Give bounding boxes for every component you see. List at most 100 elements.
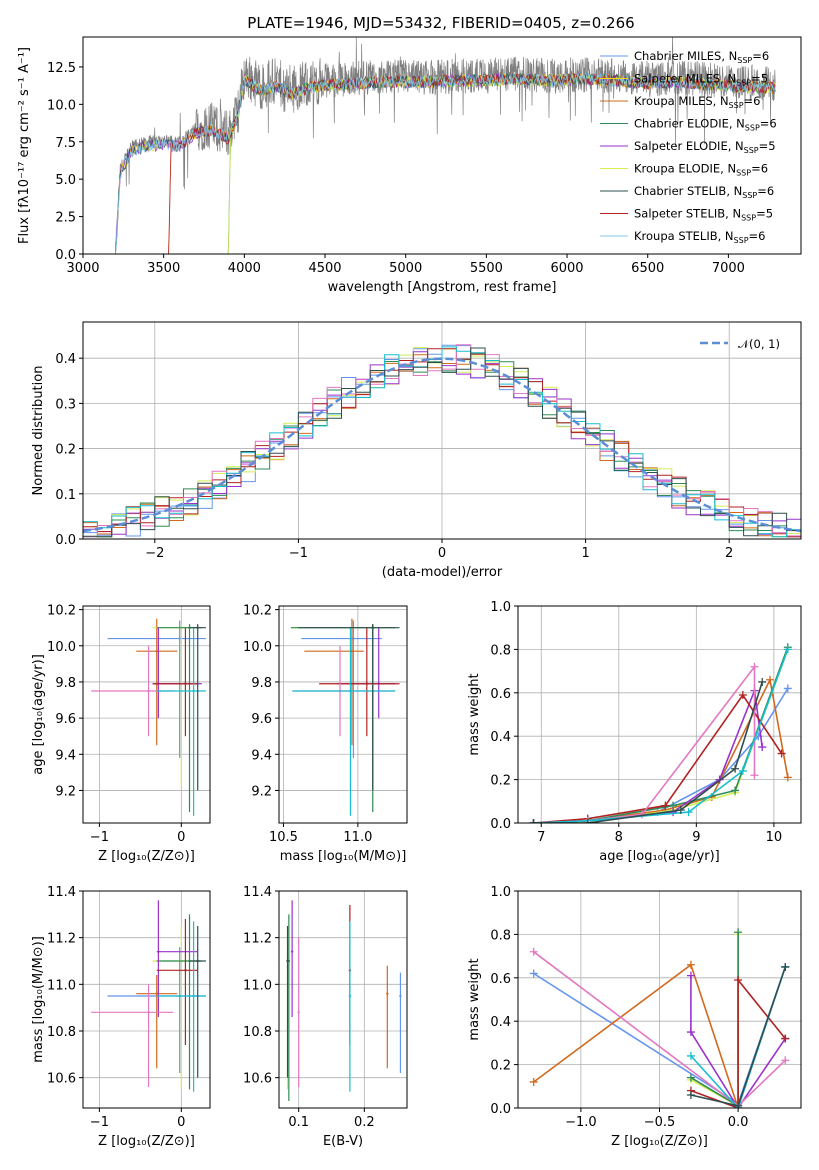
legend-count: =5: [751, 72, 768, 86]
y-tick-label: 11.0: [47, 978, 76, 993]
x-tick-label: 6000: [550, 261, 583, 276]
legend-label: Chabrier STELIB, N: [634, 184, 742, 198]
data-point: [155, 992, 158, 995]
y-tick-label: 7.5: [55, 136, 76, 151]
legend-label: Chabrier ELODIE, N: [634, 117, 745, 131]
age-vs-Z-plot-area: [91, 618, 206, 816]
plus-marker: [758, 677, 767, 686]
plus-marker: [734, 928, 743, 937]
y-tick-label: 0.8: [490, 643, 511, 658]
plus-marker: [734, 975, 743, 984]
plus-marker: [731, 786, 740, 795]
figure-title: PLATE=1946, MJD=53432, FIBERID=0405, z=0…: [247, 14, 634, 32]
legend-label: Salpeter STELIB, N: [634, 207, 741, 221]
mass-vs-ebv-frame: [278, 890, 408, 1109]
y-tick-label: 0.4: [55, 352, 76, 367]
data-point: [192, 994, 195, 998]
y-tick-label: 11.2: [47, 932, 76, 947]
x-tick-label: 7: [537, 830, 545, 845]
legend-subscript: SSP: [745, 124, 760, 133]
x-tick-label: −1: [90, 830, 109, 845]
x-tick-label: 0: [177, 1115, 185, 1130]
plus-marker: [734, 1101, 743, 1108]
y-tick-label: 0.3: [55, 397, 76, 412]
age-vs-mass-axes: 10.5 11.0 9.2 9.4 9.6 9.8 10.0 10.2 mass [log₁₀(…: [243, 604, 408, 864]
mass-vs-ebv-plot-area: [286, 900, 402, 1101]
x-tick-label: −1: [289, 546, 308, 561]
data-point: [155, 650, 158, 653]
legend-label: Kroupa STELIB, N: [634, 229, 734, 243]
x-tick-label: 4000: [228, 261, 261, 276]
legend-count: =6: [752, 49, 769, 63]
x-tick-label: 5500: [470, 261, 503, 276]
x-axis-label: age [log₁₀(age/yr)]: [599, 849, 720, 864]
y-tick-label: 0.8: [490, 928, 511, 943]
weight-line: [533, 681, 763, 823]
legend-entry: Kroupa MILES, NSSP=6: [634, 94, 760, 110]
y-tick-label: 0.0: [55, 533, 76, 548]
data-point: [348, 994, 352, 998]
data-point: [352, 637, 355, 640]
y-tick-label: 9.4: [251, 748, 272, 763]
plus-marker: [783, 645, 792, 654]
y-tick-label: 0.6: [490, 972, 511, 987]
weight-line: [690, 977, 786, 1108]
age-vs-Z-frame: [82, 605, 211, 824]
plus-marker: [750, 771, 759, 780]
data-point: [196, 626, 199, 629]
x-tick-label: −1.0: [565, 1115, 597, 1130]
y-tick-label: 0.0: [490, 817, 511, 832]
y-tick-label: 10.0: [47, 98, 76, 113]
y-axis-label: mass weight: [467, 958, 482, 1040]
legend-label: Kroupa MILES, N: [634, 94, 729, 108]
legend-label: 𝒩(0, 1): [738, 337, 780, 351]
x-axis-label: Z [log₁₀(Z/Z⊙)]: [98, 849, 195, 864]
plus-marker: [686, 1051, 695, 1060]
legend-entry: Chabrier MILES, NSSP=6: [634, 49, 769, 65]
plus-marker: [686, 1090, 695, 1099]
plus-marker: [676, 805, 685, 814]
residuals-legend: 𝒩(0, 1): [700, 337, 780, 351]
data-point: [371, 626, 374, 629]
plus-marker: [777, 749, 786, 758]
data-point: [157, 950, 160, 953]
spectrum-plot-area: [114, 37, 776, 254]
residual-histogram: [83, 347, 801, 538]
age-vs-mass-frame: [278, 605, 408, 824]
y-tick-label: 11.4: [243, 885, 272, 900]
plus-marker: [781, 1034, 790, 1043]
plus-marker: [686, 1028, 695, 1037]
x-tick-label: 0.2: [354, 1115, 375, 1130]
data-point: [184, 682, 187, 685]
plus-marker: [738, 690, 747, 699]
plus-marker: [686, 971, 695, 980]
y-tick-label: 0.4: [490, 1015, 511, 1030]
plus-marker: [781, 1056, 790, 1065]
legend-subscript: SSP: [744, 146, 759, 155]
x-tick-label: 2: [725, 546, 733, 561]
x-axis-label: wavelength [Angstrom, rest frame]: [328, 280, 557, 295]
mass-vs-Z-frame: [82, 890, 211, 1109]
data-point: [147, 1011, 150, 1014]
plus-marker: [529, 947, 538, 956]
legend-count: =5: [756, 207, 773, 221]
plus-marker: [661, 801, 670, 810]
x-tick-label: 3000: [66, 261, 99, 276]
x-tick-label: 10: [766, 830, 783, 845]
y-tick-label: 9.2: [55, 784, 76, 799]
data-point: [349, 689, 352, 693]
plus-marker: [686, 1073, 695, 1082]
y-axis-label: mass [log₁₀(M/M⊙)]: [31, 936, 46, 1063]
data-point: [196, 959, 199, 963]
x-tick-label: 3500: [147, 261, 180, 276]
weight-line: [533, 963, 739, 1108]
x-axis-label: E(B-V): [323, 1134, 363, 1149]
x-tick-label: 8: [615, 830, 623, 845]
plus-marker: [758, 743, 767, 752]
y-tick-label: 10.2: [243, 604, 272, 619]
legend-count: =6: [757, 184, 774, 198]
mass-vs-Z-plot-area: [91, 900, 206, 1092]
y-tick-label: 10.8: [243, 1025, 272, 1040]
y-tick-label: 0.2: [55, 443, 76, 458]
